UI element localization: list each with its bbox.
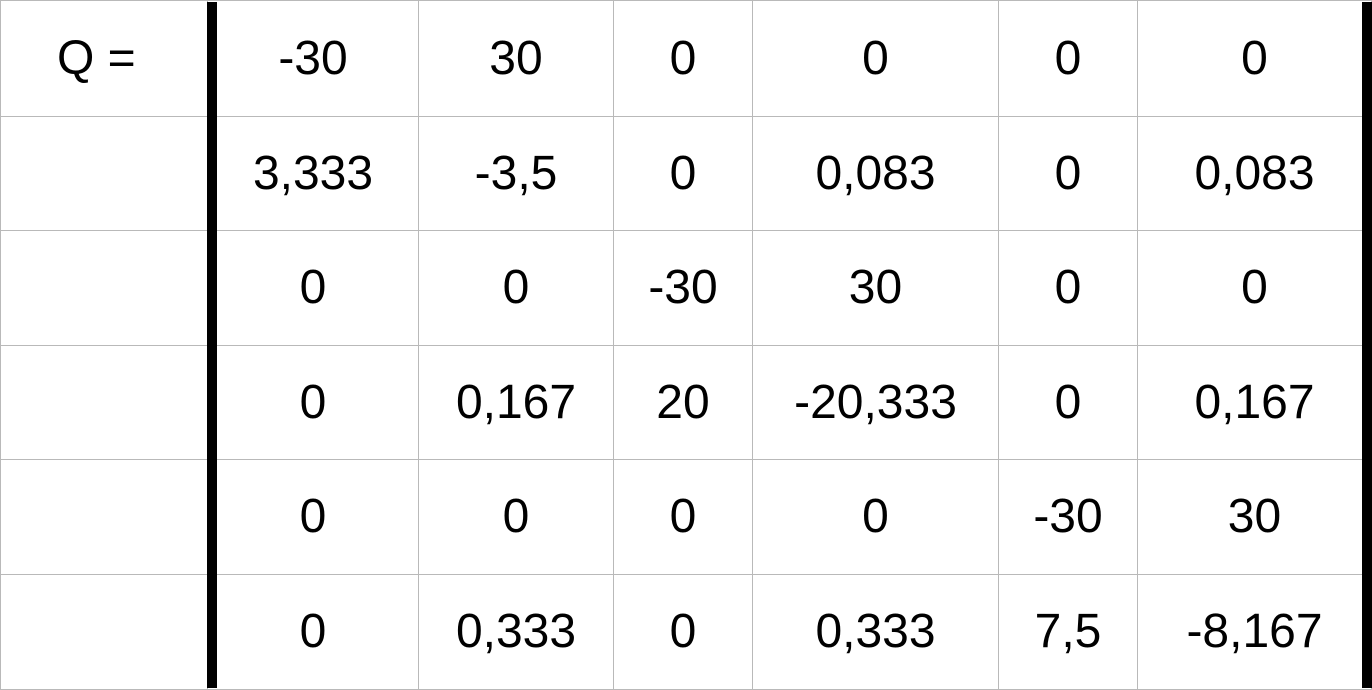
empty-label-cell[interactable]	[1, 117, 208, 231]
matrix-cell[interactable]: -3,5	[419, 117, 614, 231]
empty-label-cell[interactable]	[1, 575, 208, 690]
matrix-cell[interactable]: 0	[208, 231, 419, 346]
matrix-cell[interactable]: 0	[208, 575, 419, 690]
matrix-cell[interactable]: 0	[614, 1, 753, 117]
matrix-left-bracket	[207, 2, 217, 688]
matrix-cell[interactable]: 0,333	[753, 575, 999, 690]
matrix-cell[interactable]: 0	[208, 346, 419, 460]
matrix-cell[interactable]: 0	[1138, 1, 1372, 117]
matrix-cell[interactable]: 0	[1138, 231, 1372, 346]
matrix-cell[interactable]: 0,167	[419, 346, 614, 460]
matrix-cell[interactable]: 0	[208, 460, 419, 575]
matrix-cell[interactable]: 7,5	[999, 575, 1138, 690]
empty-label-cell[interactable]	[1, 346, 208, 460]
matrix-cell[interactable]: 0	[999, 117, 1138, 231]
matrix-cell[interactable]: -30	[208, 1, 419, 117]
matrix-cell[interactable]: -30	[999, 460, 1138, 575]
matrix-cell[interactable]: 0	[614, 575, 753, 690]
matrix-cell[interactable]: 3,333	[208, 117, 419, 231]
matrix-cell[interactable]: 0,167	[1138, 346, 1372, 460]
matrix-cell[interactable]: 0	[753, 1, 999, 117]
empty-label-cell[interactable]	[1, 460, 208, 575]
matrix-cell[interactable]: 0	[419, 460, 614, 575]
matrix-right-bracket	[1362, 2, 1372, 688]
empty-label-cell[interactable]	[1, 231, 208, 346]
matrix-cell[interactable]: 20	[614, 346, 753, 460]
matrix-cell[interactable]: 0	[999, 1, 1138, 117]
matrix-cell[interactable]: 0	[999, 231, 1138, 346]
matrix-cell[interactable]: 0,333	[419, 575, 614, 690]
matrix-cell[interactable]: -30	[614, 231, 753, 346]
matrix-cell[interactable]: 0	[999, 346, 1138, 460]
matrix-cell[interactable]: 30	[1138, 460, 1372, 575]
matrix-cell[interactable]: 0	[753, 460, 999, 575]
matrix-cell[interactable]: 0	[614, 460, 753, 575]
matrix-cell[interactable]: 0	[614, 117, 753, 231]
matrix-cell[interactable]: 30	[753, 231, 999, 346]
matrix-cell[interactable]: -8,167	[1138, 575, 1372, 690]
matrix-cell[interactable]: -20,333	[753, 346, 999, 460]
matrix-cell[interactable]: 0,083	[1138, 117, 1372, 231]
matrix-cell[interactable]: 0	[419, 231, 614, 346]
matrix-cell[interactable]: 30	[419, 1, 614, 117]
matrix-label: Q =	[1, 1, 208, 117]
matrix-cell[interactable]: 0,083	[753, 117, 999, 231]
